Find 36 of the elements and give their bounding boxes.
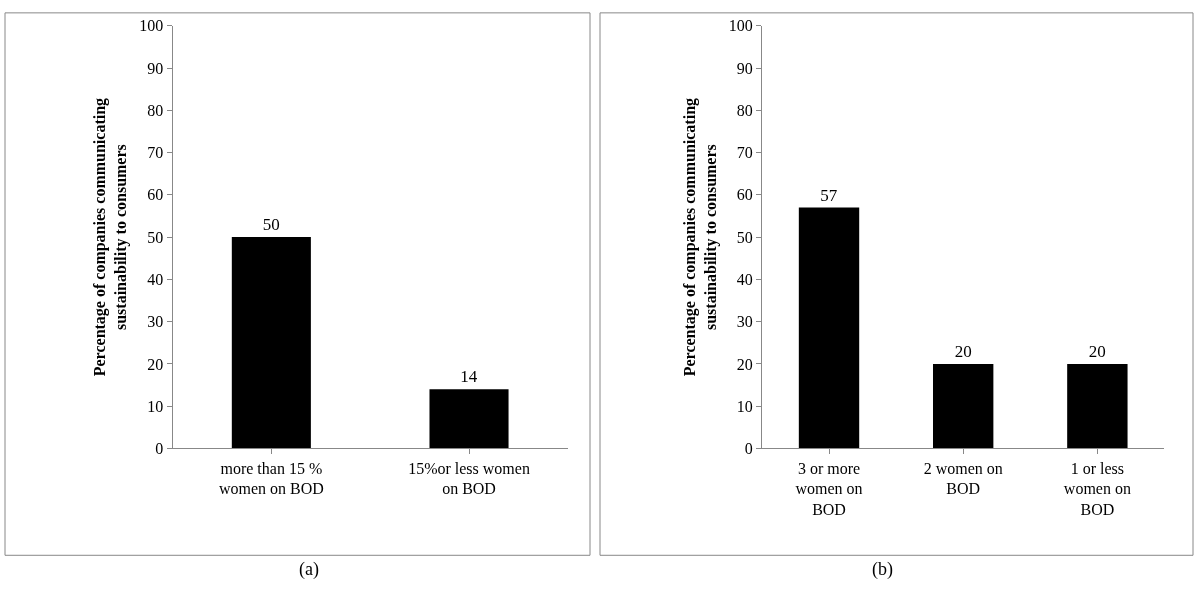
data-label: 20 — [1088, 341, 1106, 361]
y-tick-label: 20 — [147, 355, 164, 373]
y-tick-label: 70 — [736, 144, 753, 162]
y-tick-label: 50 — [147, 228, 164, 246]
y-tick-label: 40 — [736, 270, 753, 288]
y-tick-label: 10 — [147, 397, 164, 415]
y-tick-label: 100 — [728, 17, 753, 35]
x-tick-label: 2 women on BOD — [923, 459, 1003, 498]
text: (a) — [299, 559, 319, 580]
y-axis-title: Percentage of companies communicating sustainability to consumers — [91, 97, 131, 377]
y-tick-label: 0 — [744, 440, 753, 458]
x-tick-label: 1 or less women on BOD — [1063, 459, 1131, 519]
y-tick-label: 30 — [147, 313, 164, 331]
y-tick-label: 100 — [139, 17, 164, 35]
y-tick-label: 60 — [736, 186, 753, 204]
y-tick-label: 0 — [155, 440, 164, 458]
text: (b) — [872, 559, 893, 580]
y-tick-label: 40 — [147, 270, 164, 288]
y-tick-label: 80 — [147, 101, 164, 119]
y-tick-label: 90 — [736, 59, 753, 77]
y-tick-label: 30 — [736, 313, 753, 331]
x-tick-label: 3 or more women on BOD — [795, 459, 863, 519]
data-label: 50 — [262, 215, 280, 235]
y-tick-label: 50 — [736, 228, 753, 246]
y-tick-label: 90 — [147, 59, 164, 77]
data-label: 14 — [460, 367, 478, 387]
y-tick-label: 60 — [147, 186, 164, 204]
y-tick-label: 80 — [736, 101, 753, 119]
y-tick-label: 10 — [736, 397, 753, 415]
data-label: 57 — [820, 185, 838, 205]
x-tick-label: 15%or less women on BOD — [408, 459, 530, 498]
y-axis-title: Percentage of companies communicating sustainability to consumers — [680, 97, 720, 377]
y-tick-label: 70 — [147, 144, 164, 162]
x-tick-label: more than 15 % women on BOD — [218, 459, 324, 498]
data-label: 20 — [954, 341, 972, 361]
y-tick-label: 20 — [736, 355, 753, 373]
